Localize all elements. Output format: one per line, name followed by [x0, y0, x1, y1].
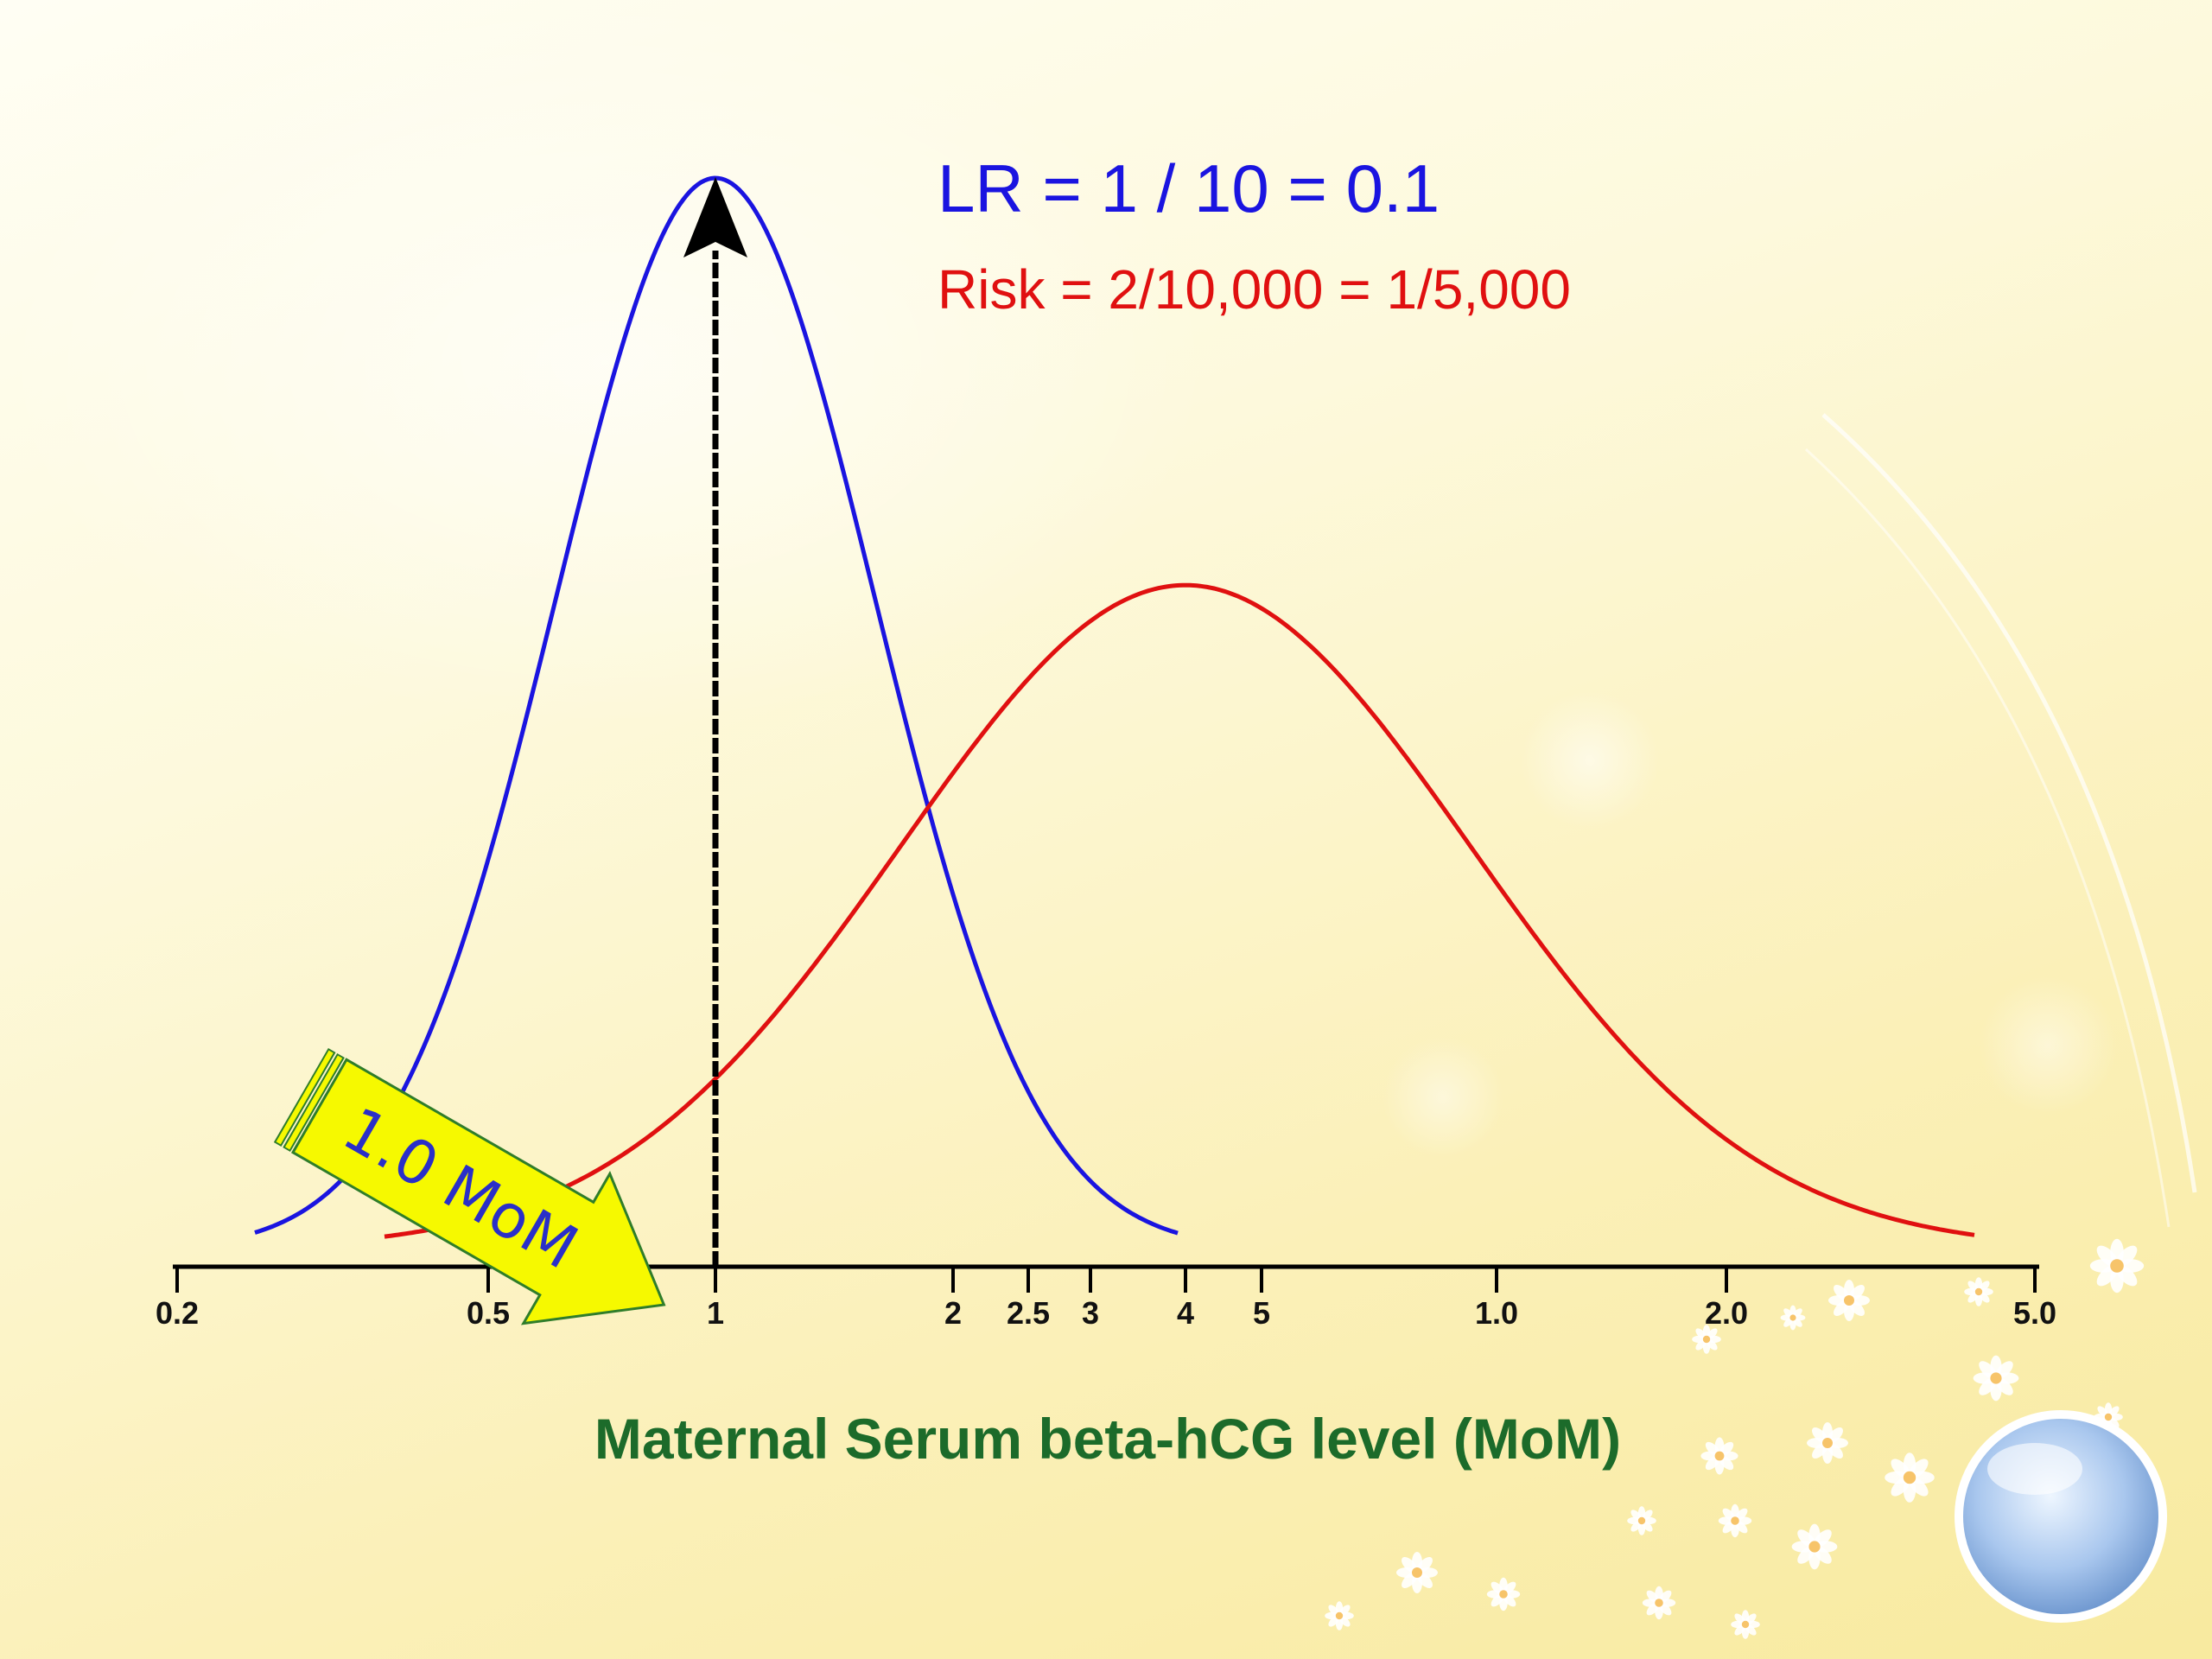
tick-label: 1.0 [1475, 1295, 1518, 1331]
daisy-decoration [2094, 1402, 2123, 1432]
affected-curve [384, 582, 1975, 1239]
daisy-decoration [1700, 1437, 1738, 1475]
lr-annotation: LR = 1 / 10 = 0.1 [938, 150, 1440, 226]
daisy-decoration [1642, 1586, 1676, 1620]
daisy-decoration [1718, 1503, 1752, 1538]
tick-label: 2.0 [1705, 1295, 1748, 1331]
tick-label: 0.5 [467, 1295, 510, 1331]
daisy-decoration [1885, 1452, 1935, 1503]
arrow-body [290, 1058, 666, 1325]
daisy-decoration [1791, 1523, 1838, 1570]
daisy-decoration [1973, 1355, 2019, 1402]
tick-label: 2 [944, 1295, 962, 1331]
daisy-decoration [1627, 1506, 1656, 1535]
tick-label: 1 [707, 1295, 724, 1331]
daisy-decoration [1828, 1280, 1870, 1321]
normal-curve [254, 175, 1179, 1236]
tick-label: 2.5 [1007, 1295, 1050, 1331]
daisy-decoration [1780, 1305, 1806, 1331]
daisy-decoration [1964, 1277, 1993, 1306]
marker-arrowhead [683, 177, 747, 257]
risk-annotation: Risk = 2/10,000 = 1/5,000 [938, 258, 1571, 321]
tick-label: 4 [1177, 1295, 1194, 1331]
daisy-decoration [1325, 1601, 1354, 1630]
x-axis-ticks: 0.2 0.5 1 2 2.5 3 4 5 1.0 2.0 5.0 [156, 1267, 2056, 1331]
tick-label: 5 [1253, 1295, 1270, 1331]
daisy-decoration [1731, 1610, 1760, 1639]
daisy-decoration [1486, 1577, 1521, 1611]
daisy-decoration [1807, 1422, 1848, 1464]
flower-decoration [1325, 1238, 2145, 1639]
arrow-stripe-2 [283, 1052, 345, 1153]
arrow-stripe-1 [273, 1047, 336, 1147]
x-axis-label: Maternal Serum beta-hCG level (MoM) [594, 1407, 1621, 1471]
mom-callout-arrow: 1.0 MoM [273, 1047, 666, 1325]
tick-label: 3 [1082, 1295, 1099, 1331]
daisy-decoration [1692, 1325, 1721, 1354]
daisy-decoration [2089, 1238, 2145, 1294]
tick-label: 5.0 [2013, 1295, 2056, 1331]
tick-label: 0.2 [156, 1295, 199, 1331]
daisy-decoration [1396, 1552, 1438, 1593]
